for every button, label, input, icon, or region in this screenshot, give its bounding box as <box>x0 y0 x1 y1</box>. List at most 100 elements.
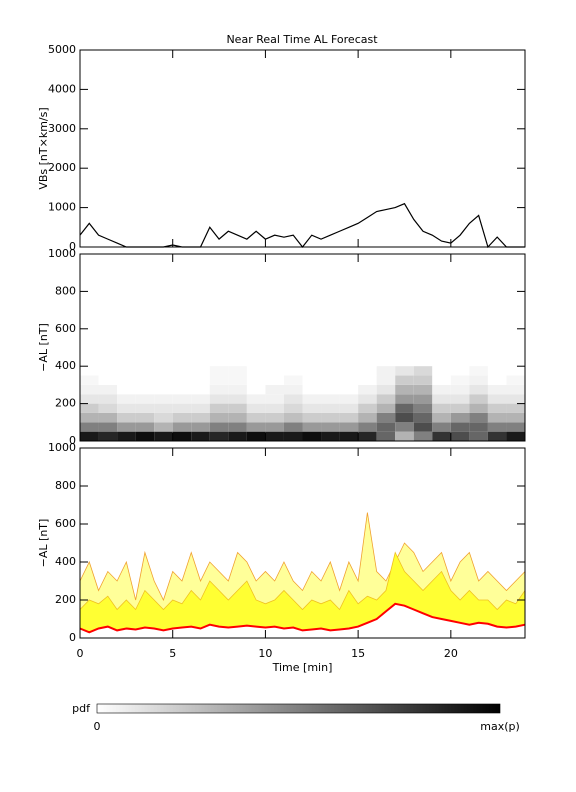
pdf-cell <box>209 412 229 423</box>
pdf-cell <box>283 375 303 385</box>
pdf-cell <box>209 431 229 441</box>
pdf-cell <box>506 412 525 423</box>
pdf-cell <box>450 403 470 413</box>
pdf-cell <box>395 375 414 385</box>
pdf-cell <box>469 384 488 395</box>
pdf-cell <box>358 412 377 423</box>
pdf-cell <box>172 394 192 404</box>
pdf-cell <box>413 384 433 395</box>
pdf-cell <box>209 403 229 413</box>
pdf-cell <box>432 422 451 432</box>
pdf-cell <box>413 403 433 413</box>
pdf-cell <box>302 394 322 404</box>
pdf-cell <box>321 431 340 441</box>
pdf-cell <box>135 412 155 423</box>
y-tick-label: 800 <box>55 479 76 492</box>
pdf-cell <box>265 394 284 404</box>
pdf-cell <box>321 375 340 385</box>
pdf-cell <box>135 394 155 404</box>
pdf-cell <box>98 394 118 404</box>
pdf-cell <box>80 403 99 413</box>
y-tick-label: 600 <box>55 517 76 530</box>
pdf-cell <box>154 366 173 376</box>
pdf-cell <box>339 375 359 385</box>
pdf-cell <box>376 394 396 404</box>
pdf-cell <box>80 375 99 385</box>
pdf-cell <box>228 366 247 376</box>
x-axis-label: Time [min] <box>272 661 333 674</box>
pdf-cell <box>283 403 303 413</box>
colorbar <box>96 703 501 714</box>
pdf-cell <box>80 431 99 441</box>
y-tick-label: 4000 <box>48 82 76 95</box>
plot-frame <box>79 447 526 639</box>
y-tick-label: 200 <box>55 397 76 410</box>
pdf-cell <box>283 412 303 423</box>
pdf-cell <box>117 403 136 413</box>
pdf-cell <box>469 431 488 441</box>
pdf-cell <box>117 384 136 395</box>
pdf-cell <box>506 384 525 395</box>
pdf-cell <box>432 366 451 376</box>
pdf-cell <box>302 403 322 413</box>
pdf-cell <box>135 384 155 395</box>
pdf-cell <box>395 394 414 404</box>
y-tick-label: 400 <box>55 359 76 372</box>
pdf-cell <box>265 403 284 413</box>
pdf-cell <box>432 394 451 404</box>
pdf-cell <box>265 412 284 423</box>
pdf-cell <box>487 422 507 432</box>
pdf-cell <box>339 422 359 432</box>
pdf-cell <box>413 366 433 376</box>
pdf-cell <box>283 431 303 441</box>
pdf-cell <box>265 422 284 432</box>
pdf-cell <box>246 366 266 376</box>
pdf-cell <box>376 412 396 423</box>
pdf-cell <box>246 422 266 432</box>
pdf-cell <box>191 375 210 385</box>
pdf-cell <box>469 366 488 376</box>
pdf-cell <box>265 431 284 441</box>
pdf-cell <box>376 422 396 432</box>
y-tick-label: 0 <box>69 631 76 644</box>
colorbar-label: pdf <box>72 702 91 715</box>
pdf-cell <box>117 375 136 385</box>
pdf-cell <box>339 384 359 395</box>
pdf-cell <box>321 384 340 395</box>
pdf-cell <box>209 394 229 404</box>
pdf-cell <box>302 366 322 376</box>
y-tick-label: 800 <box>55 284 76 297</box>
pdf-cell <box>228 422 247 432</box>
pdf-cell <box>413 394 433 404</box>
pdf-cell <box>302 375 322 385</box>
pdf-cell <box>172 375 192 385</box>
pdf-cell <box>321 422 340 432</box>
pdf-cell <box>395 412 414 423</box>
pdf-cell <box>302 412 322 423</box>
pdf-cell <box>191 422 210 432</box>
pdf-cell <box>358 422 377 432</box>
pdf-cell <box>117 394 136 404</box>
y-tick-label: 400 <box>55 555 76 568</box>
pdf-cell <box>339 394 359 404</box>
band-edge <box>79 551 526 611</box>
y-tick-label: 2000 <box>48 161 76 174</box>
pdf-cell <box>209 375 229 385</box>
band-edge <box>79 512 526 602</box>
pdf-cell <box>339 412 359 423</box>
pdf-cell <box>376 403 396 413</box>
pdf-cell <box>413 431 433 441</box>
pdf-cell <box>98 384 118 395</box>
pdf-cell <box>191 366 210 376</box>
pdf-cell <box>246 394 266 404</box>
data-line <box>79 602 526 634</box>
pdf-cell <box>358 375 377 385</box>
pdf-cell <box>265 366 284 376</box>
pdf-cell <box>487 403 507 413</box>
y-tick-label: 3000 <box>48 122 76 135</box>
pdf-cell <box>506 366 525 376</box>
pdf-cell <box>302 384 322 395</box>
pdf-cell <box>487 394 507 404</box>
pdf-cell <box>228 375 247 385</box>
y-tick-label: 0 <box>69 240 76 253</box>
